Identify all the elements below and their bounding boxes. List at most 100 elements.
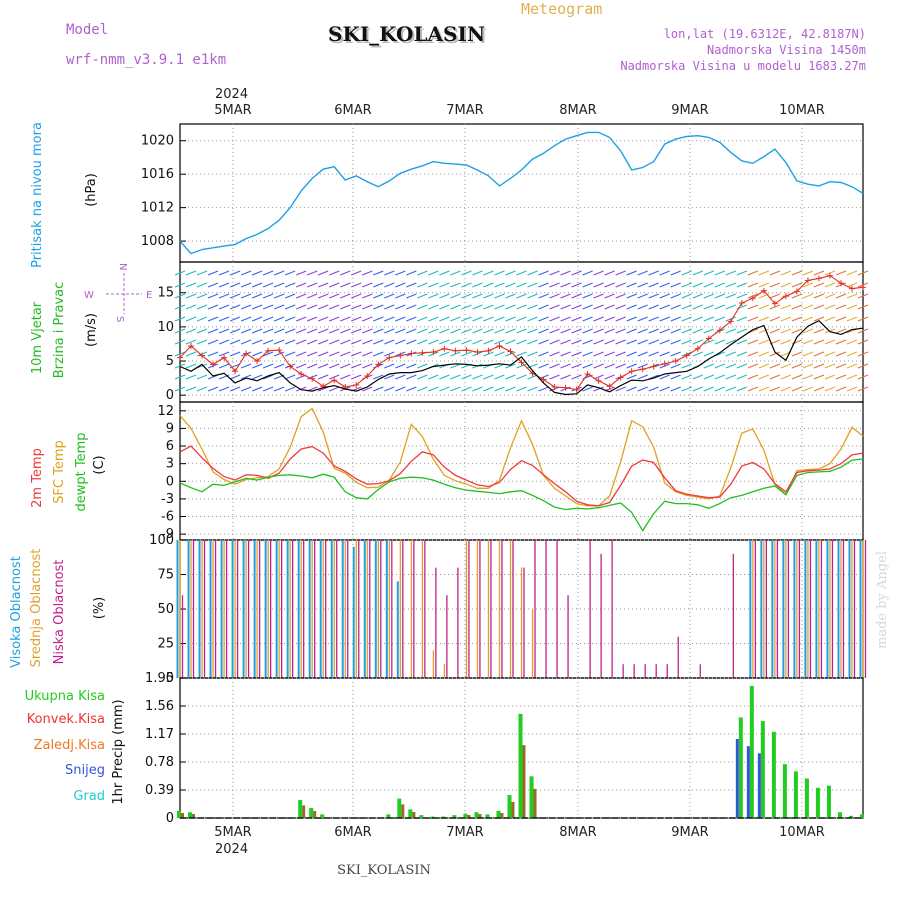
wind-barb bbox=[692, 293, 703, 299]
wind-barb bbox=[362, 270, 373, 276]
wind-barb bbox=[626, 282, 637, 288]
wind-barb bbox=[218, 351, 230, 357]
wind-barb bbox=[780, 374, 792, 380]
wind-barb bbox=[384, 270, 395, 276]
wind-barb bbox=[207, 293, 219, 299]
wind-barb bbox=[637, 328, 648, 334]
wind-barb bbox=[306, 270, 318, 276]
wind-barb bbox=[527, 339, 538, 345]
wind-barb bbox=[240, 293, 252, 299]
wind-barb bbox=[725, 328, 737, 334]
wind-ylabel-a: 10m Vjetar bbox=[30, 301, 45, 374]
wind-barb bbox=[659, 282, 670, 288]
wind-barb bbox=[813, 270, 825, 276]
cloud-ylabel-c: Niska Oblacnost bbox=[52, 560, 67, 665]
wind-barb bbox=[306, 282, 318, 288]
precip-bar-conv bbox=[500, 812, 504, 818]
pressure-ylabel: Pritisak na nivou mora bbox=[30, 122, 45, 268]
wind-barb bbox=[262, 351, 274, 357]
wind-barb bbox=[450, 363, 461, 369]
wind-barb bbox=[174, 374, 186, 380]
wind-barb bbox=[615, 328, 626, 334]
credit-watermark: made by Angel bbox=[875, 551, 890, 649]
wind-barb bbox=[516, 363, 527, 369]
wind-barb bbox=[758, 374, 770, 380]
precip-bar-total bbox=[419, 815, 424, 818]
wind-barb bbox=[747, 363, 759, 369]
precip-bar-total bbox=[386, 814, 391, 818]
wind-speed-line bbox=[179, 319, 864, 396]
wind-barb bbox=[251, 386, 263, 392]
wind-barb bbox=[659, 339, 670, 345]
wind-barb bbox=[483, 374, 494, 380]
wind-barb bbox=[284, 374, 296, 380]
wind-barb bbox=[813, 316, 825, 322]
wind-barb bbox=[835, 270, 847, 276]
wind-barb bbox=[703, 304, 714, 310]
precip-bar-total bbox=[804, 778, 809, 818]
wind-barb bbox=[582, 339, 593, 345]
top-day-label: 9MAR bbox=[671, 103, 708, 118]
temp-ylabel-a: 2m Temp bbox=[30, 448, 45, 508]
wind-barb bbox=[670, 282, 681, 288]
wind-barb bbox=[417, 328, 428, 334]
wind-barb bbox=[549, 339, 560, 345]
wind-barb bbox=[317, 328, 329, 334]
wind-barb bbox=[769, 386, 781, 392]
wind-barb bbox=[340, 328, 351, 334]
wind-barb bbox=[571, 282, 582, 288]
wind-barb bbox=[174, 328, 186, 334]
wind-barb bbox=[284, 328, 296, 334]
wind-barb bbox=[373, 339, 384, 345]
wind-barb bbox=[560, 316, 571, 322]
precip-bar-total bbox=[848, 815, 853, 818]
wind-barb bbox=[229, 282, 241, 288]
wind-barb bbox=[538, 328, 549, 334]
bottom-day-label: 6MAR bbox=[334, 825, 371, 840]
wind-barb bbox=[604, 339, 615, 345]
wind-barb bbox=[802, 351, 814, 357]
bottom-day-label: 8MAR bbox=[559, 825, 596, 840]
wind-barb bbox=[229, 351, 241, 357]
wind-barb bbox=[571, 293, 582, 299]
wind-barb bbox=[395, 293, 406, 299]
wind-barb bbox=[461, 293, 472, 299]
wind-barb bbox=[262, 363, 274, 369]
wind-barb bbox=[571, 363, 582, 369]
wind-barb bbox=[769, 282, 781, 288]
wind-barb bbox=[659, 316, 670, 322]
wind-barb bbox=[461, 270, 472, 276]
y-tick-label: 1016 bbox=[141, 167, 174, 182]
wind-barb bbox=[240, 270, 252, 276]
wind-barb bbox=[450, 374, 461, 380]
cloud-unit: (%) bbox=[92, 597, 107, 620]
wind-barb bbox=[461, 339, 472, 345]
wind-barb bbox=[824, 293, 836, 299]
wind-barb bbox=[329, 304, 340, 310]
wind-barb bbox=[196, 386, 208, 392]
wind-barb bbox=[229, 328, 241, 334]
wind-barb bbox=[857, 363, 869, 369]
wind-barb bbox=[450, 351, 461, 357]
wind-barb bbox=[262, 328, 274, 334]
wind-barb bbox=[174, 363, 186, 369]
wind-barb bbox=[846, 270, 858, 276]
wind-barb bbox=[196, 304, 208, 310]
wind-barb bbox=[251, 351, 263, 357]
wind-barb bbox=[317, 270, 329, 276]
wind-barb bbox=[549, 270, 560, 276]
wind-barb bbox=[340, 374, 351, 380]
y-tick-label: -9 bbox=[161, 527, 174, 542]
wind-barb bbox=[505, 363, 516, 369]
wind-barb bbox=[659, 304, 670, 310]
wind-barb bbox=[196, 374, 208, 380]
wind-barb bbox=[516, 304, 527, 310]
wind-barb bbox=[262, 374, 274, 380]
wind-barb bbox=[714, 304, 726, 310]
precip-bar-total bbox=[463, 813, 468, 818]
wind-barb bbox=[395, 304, 406, 310]
wind-barb bbox=[218, 316, 230, 322]
wind-barb bbox=[857, 339, 869, 345]
wind-barb bbox=[857, 293, 869, 299]
wind-barb bbox=[703, 386, 714, 392]
